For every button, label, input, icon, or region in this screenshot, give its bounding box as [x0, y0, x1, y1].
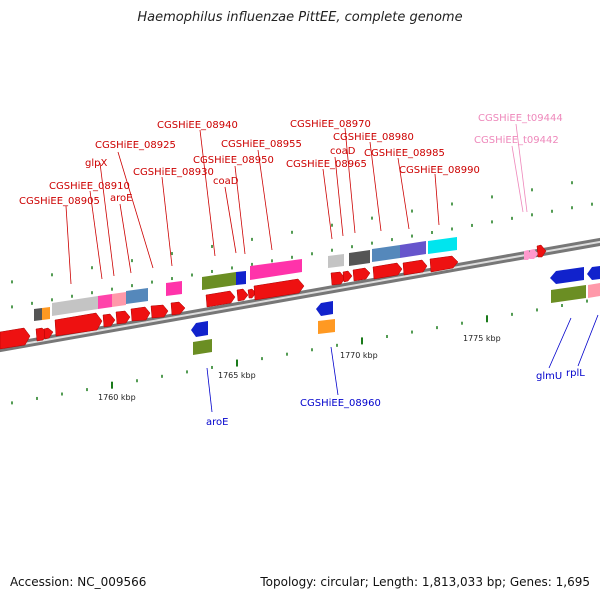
gene-label[interactable]: CGSHiEE_08990 [399, 165, 480, 176]
gene-box[interactable] [428, 237, 457, 254]
upper-labels: CGSHiEE_08905 CGSHiEE_08910 glpX aroE CG… [19, 113, 563, 207]
gene-arrow[interactable] [536, 244, 547, 258]
gene-box[interactable] [98, 294, 112, 309]
gene-box[interactable] [236, 271, 246, 285]
upper-leader-lines [65, 127, 440, 285]
gene-arrow[interactable] [115, 310, 131, 325]
gene-label[interactable]: aroE [110, 193, 132, 204]
gene-arrow[interactable] [54, 312, 103, 337]
gene-label[interactable]: glmU [536, 371, 562, 382]
gene-arrow[interactable] [372, 262, 403, 280]
gene-arrow[interactable] [170, 301, 186, 316]
gene-label[interactable]: CGSHiEE_08980 [333, 132, 414, 143]
gene-label[interactable]: CGSHiEE_08910 [49, 181, 130, 192]
gene-arrow[interactable] [342, 270, 353, 283]
gene-arrow-reverse[interactable] [550, 267, 584, 284]
scale-label-1760: 1760 kbp [98, 393, 136, 402]
gene-arrow[interactable] [247, 288, 257, 299]
gene-label[interactable]: CGSHiEE_08970 [290, 119, 371, 130]
gene-arrow[interactable] [43, 327, 54, 340]
gene-arrow[interactable] [150, 304, 169, 319]
topology-text: Topology: circular; Length: 1,813,033 bp… [260, 575, 590, 589]
gene-arrow[interactable] [429, 255, 459, 273]
scale-label-1765: 1765 kbp [218, 371, 256, 380]
gene-label[interactable]: CGSHiEE_08960 [300, 398, 381, 409]
gene-arrow-reverse[interactable] [316, 301, 333, 316]
gene-arrow[interactable] [330, 271, 346, 286]
lower-labels: aroE CGSHiEE_08960 glmU rplL [206, 368, 585, 428]
gene-label[interactable]: coaD [330, 146, 356, 157]
gene-label[interactable]: rplL [566, 368, 585, 379]
gene-label[interactable]: CGSHiEE_08925 [95, 140, 176, 151]
gene-label[interactable]: CGSHiEE_08955 [221, 139, 302, 150]
gene-box[interactable] [126, 288, 148, 304]
forward-cds-track [0, 244, 547, 350]
trna-label[interactable]: CGSHiEE_t09442 [474, 135, 559, 146]
gene-box[interactable] [112, 292, 126, 307]
gene-label[interactable]: CGSHiEE_08905 [19, 196, 100, 207]
gene-arrow[interactable] [0, 327, 31, 350]
gene-arrow[interactable] [102, 313, 116, 328]
gene-box[interactable] [551, 285, 586, 303]
gene-label[interactable]: glpX [85, 158, 107, 169]
gene-box[interactable] [166, 281, 182, 296]
gene-box[interactable] [52, 296, 98, 316]
reverse-track [191, 266, 600, 355]
gene-box[interactable] [588, 283, 600, 298]
gene-label[interactable]: coaD [213, 176, 239, 187]
gene-box[interactable] [318, 319, 335, 334]
trna-leader-lines [511, 123, 528, 213]
gene-arrow[interactable] [205, 290, 236, 308]
map-title: Haemophilus influenzae PittEE, complete … [137, 10, 463, 25]
gene-box[interactable] [250, 259, 302, 280]
gene-box[interactable] [202, 272, 236, 290]
gene-label[interactable]: CGSHiEE_08950 [193, 155, 274, 166]
gene-box[interactable] [372, 245, 400, 262]
gene-arrow-reverse[interactable] [191, 321, 208, 337]
gene-box[interactable] [400, 241, 426, 258]
gene-label[interactable]: CGSHiEE_08985 [364, 148, 445, 159]
gene-box[interactable] [42, 307, 50, 320]
lower-leader-lines [206, 314, 599, 413]
gene-box[interactable] [34, 308, 42, 321]
forward-function-track [34, 237, 538, 321]
accession-text: Accession: NC_009566 [10, 575, 147, 589]
gene-arrow[interactable] [236, 288, 249, 302]
scale-label-1775: 1775 kbp [463, 334, 501, 343]
gene-label[interactable]: aroE [206, 417, 228, 428]
gene-box[interactable] [530, 249, 538, 259]
trna-label[interactable]: CGSHiEE_t09444 [478, 113, 563, 124]
tick-marks [11, 181, 593, 405]
gene-label[interactable]: CGSHiEE_08940 [157, 120, 238, 131]
gene-arrow[interactable] [402, 259, 428, 276]
gene-arrow-reverse[interactable] [587, 266, 600, 280]
gene-box[interactable] [328, 254, 344, 268]
gene-label[interactable]: CGSHiEE_08965 [286, 159, 367, 170]
gene-arrow[interactable] [253, 278, 305, 301]
gene-arrow[interactable] [130, 306, 151, 322]
gene-box[interactable] [193, 339, 212, 355]
gene-box[interactable] [349, 250, 370, 266]
gene-arrow[interactable] [352, 267, 371, 282]
scale-label-1770: 1770 kbp [340, 351, 378, 360]
genome-backbone [0, 237, 600, 353]
gene-label[interactable]: CGSHiEE_08930 [133, 167, 214, 178]
